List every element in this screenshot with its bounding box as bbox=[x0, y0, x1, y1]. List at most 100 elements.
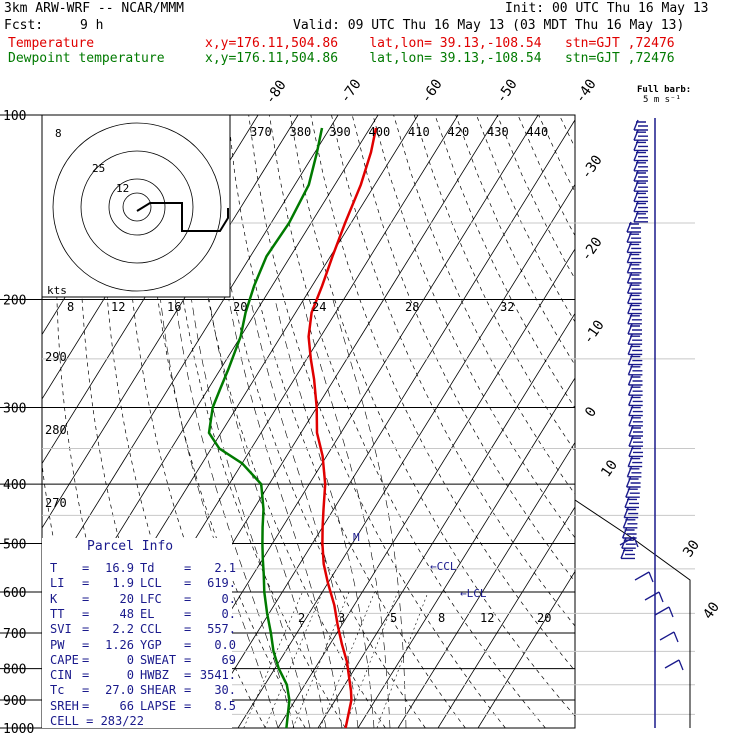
isotherm-label: 40 bbox=[700, 599, 723, 622]
wind-barb bbox=[626, 282, 642, 294]
moist-adiabat bbox=[250, 299, 359, 728]
mixing-ratio-label-lower: 2 bbox=[298, 611, 305, 625]
pressure-tick-label: 500 bbox=[3, 537, 26, 552]
isotherm-line bbox=[437, 506, 575, 728]
hodograph-ring-label: 8 bbox=[55, 127, 62, 140]
moist-adiabat bbox=[175, 299, 295, 728]
wind-barb bbox=[627, 323, 642, 335]
isotherm-line bbox=[197, 119, 575, 728]
wind-barb bbox=[626, 242, 642, 254]
isotherm-label: -80 bbox=[262, 77, 290, 107]
parcel-value: 0. bbox=[221, 606, 236, 621]
parcel-eq: = bbox=[184, 576, 192, 591]
wind-barb bbox=[633, 150, 648, 162]
dry-adiabat bbox=[558, 115, 575, 149]
parcel-value: 27.0 bbox=[105, 683, 134, 698]
theta-label: 430 bbox=[487, 125, 509, 139]
melting-level-marker: M bbox=[353, 531, 360, 544]
parcel-value: 1.9 bbox=[112, 576, 134, 591]
isotherm-line bbox=[357, 377, 575, 728]
parcel-eq: = bbox=[82, 561, 90, 575]
isotherm-line bbox=[317, 312, 575, 728]
wind-barb bbox=[625, 476, 641, 488]
isotherm-line bbox=[42, 115, 339, 594]
pressure-tick-label: 300 bbox=[3, 401, 26, 416]
wind-barb bbox=[628, 395, 643, 407]
temperature-location: x,y=176.11,504.86 lat,lon= 39.13,-108.54… bbox=[205, 36, 675, 51]
parcel-label: SWEAT bbox=[140, 652, 177, 667]
low-wind-barb bbox=[659, 631, 679, 643]
theta-label: 410 bbox=[408, 125, 430, 139]
parcel-value: 20 bbox=[119, 591, 134, 606]
parcel-value: 2.2 bbox=[112, 622, 134, 637]
low-wind-barb bbox=[664, 659, 684, 671]
mixing-ratio-label: 16 bbox=[167, 300, 181, 314]
isotherm-label: -50 bbox=[493, 76, 521, 106]
ccl-marker: ←CCL bbox=[430, 560, 457, 573]
parcel-label: CAPE bbox=[50, 652, 79, 667]
wind-barb bbox=[633, 160, 648, 172]
parcel-eq: = bbox=[82, 576, 90, 591]
parcel-eq: = bbox=[184, 637, 192, 652]
wind-barb bbox=[626, 272, 642, 284]
dry-adiabat bbox=[269, 115, 546, 728]
barb-legend-units: 5 m s⁻¹ bbox=[643, 95, 681, 105]
isotherm-label: 30 bbox=[680, 537, 703, 560]
isotherm-line bbox=[277, 248, 575, 728]
parcel-label: K bbox=[50, 591, 58, 606]
theta-label: 400 bbox=[369, 125, 391, 139]
wind-barb bbox=[622, 517, 638, 529]
dry-adiabat bbox=[517, 115, 575, 237]
isotherm-line bbox=[397, 441, 575, 728]
theta-label: 390 bbox=[329, 125, 351, 139]
mixing-ratio-label: 8 bbox=[67, 300, 74, 314]
wind-barb bbox=[626, 231, 642, 243]
wind-barb bbox=[620, 548, 635, 560]
wind-barb bbox=[627, 364, 643, 376]
wind-barb bbox=[627, 303, 642, 315]
isotherm-line bbox=[42, 115, 299, 529]
wind-barb bbox=[627, 374, 643, 386]
parcel-value: 3541. bbox=[199, 668, 236, 683]
mixing-ratio-line bbox=[319, 591, 375, 728]
mixing-ratio-label: 24 bbox=[312, 300, 326, 314]
profile-clip bbox=[207, 127, 378, 728]
wind-barb bbox=[628, 446, 643, 458]
lcl-marker: ←LCL bbox=[460, 587, 487, 600]
mixing-ratio-line bbox=[376, 591, 429, 728]
parcel-value: 69 bbox=[221, 652, 236, 667]
parcel-value: 30. bbox=[214, 683, 236, 698]
parcel-eq: = bbox=[82, 591, 90, 606]
wind-barb bbox=[633, 129, 648, 141]
parcel-label: Tc bbox=[50, 683, 65, 698]
hodograph-ring bbox=[122, 192, 152, 222]
model-title: 3km ARW-WRF -- NCAR/MMM bbox=[4, 1, 185, 16]
valid-time: Valid: 09 UTC Thu 16 May 13 (03 MDT Thu … bbox=[293, 18, 685, 33]
dry-adiabat bbox=[248, 115, 506, 728]
isotherm-label: -60 bbox=[418, 76, 446, 106]
dewpoint-profile bbox=[207, 127, 324, 728]
wind-barb bbox=[626, 466, 642, 478]
parcel-label: LAPSE bbox=[140, 698, 177, 713]
parcel-eq: = bbox=[184, 668, 192, 683]
parcel-value: 557. bbox=[207, 622, 236, 637]
isotherm-label: -20 bbox=[578, 234, 606, 264]
parcel-eq: = bbox=[184, 606, 192, 621]
parcel-label: SVI bbox=[50, 622, 72, 637]
parcel-label: EL bbox=[140, 606, 155, 621]
isotherm-label: -40 bbox=[572, 76, 600, 106]
dry-adiabat bbox=[455, 115, 575, 366]
isotherm-label: -30 bbox=[578, 152, 606, 182]
hodograph-ring bbox=[52, 122, 222, 292]
parcel-eq: = bbox=[184, 698, 192, 713]
hodograph-ring-label: 25 bbox=[92, 162, 105, 175]
chart-extension bbox=[574, 499, 691, 728]
pressure-tick-label: 900 bbox=[3, 694, 26, 709]
isotherm-label: -70 bbox=[337, 76, 365, 106]
mixing-ratio-label-lower: 5 bbox=[390, 611, 397, 625]
barb-legend-title: Full barb: bbox=[637, 85, 692, 95]
dry-adiabat bbox=[496, 115, 575, 280]
hodograph-ring bbox=[108, 178, 166, 236]
wind-barb bbox=[633, 211, 648, 223]
wind-barb bbox=[633, 170, 648, 182]
